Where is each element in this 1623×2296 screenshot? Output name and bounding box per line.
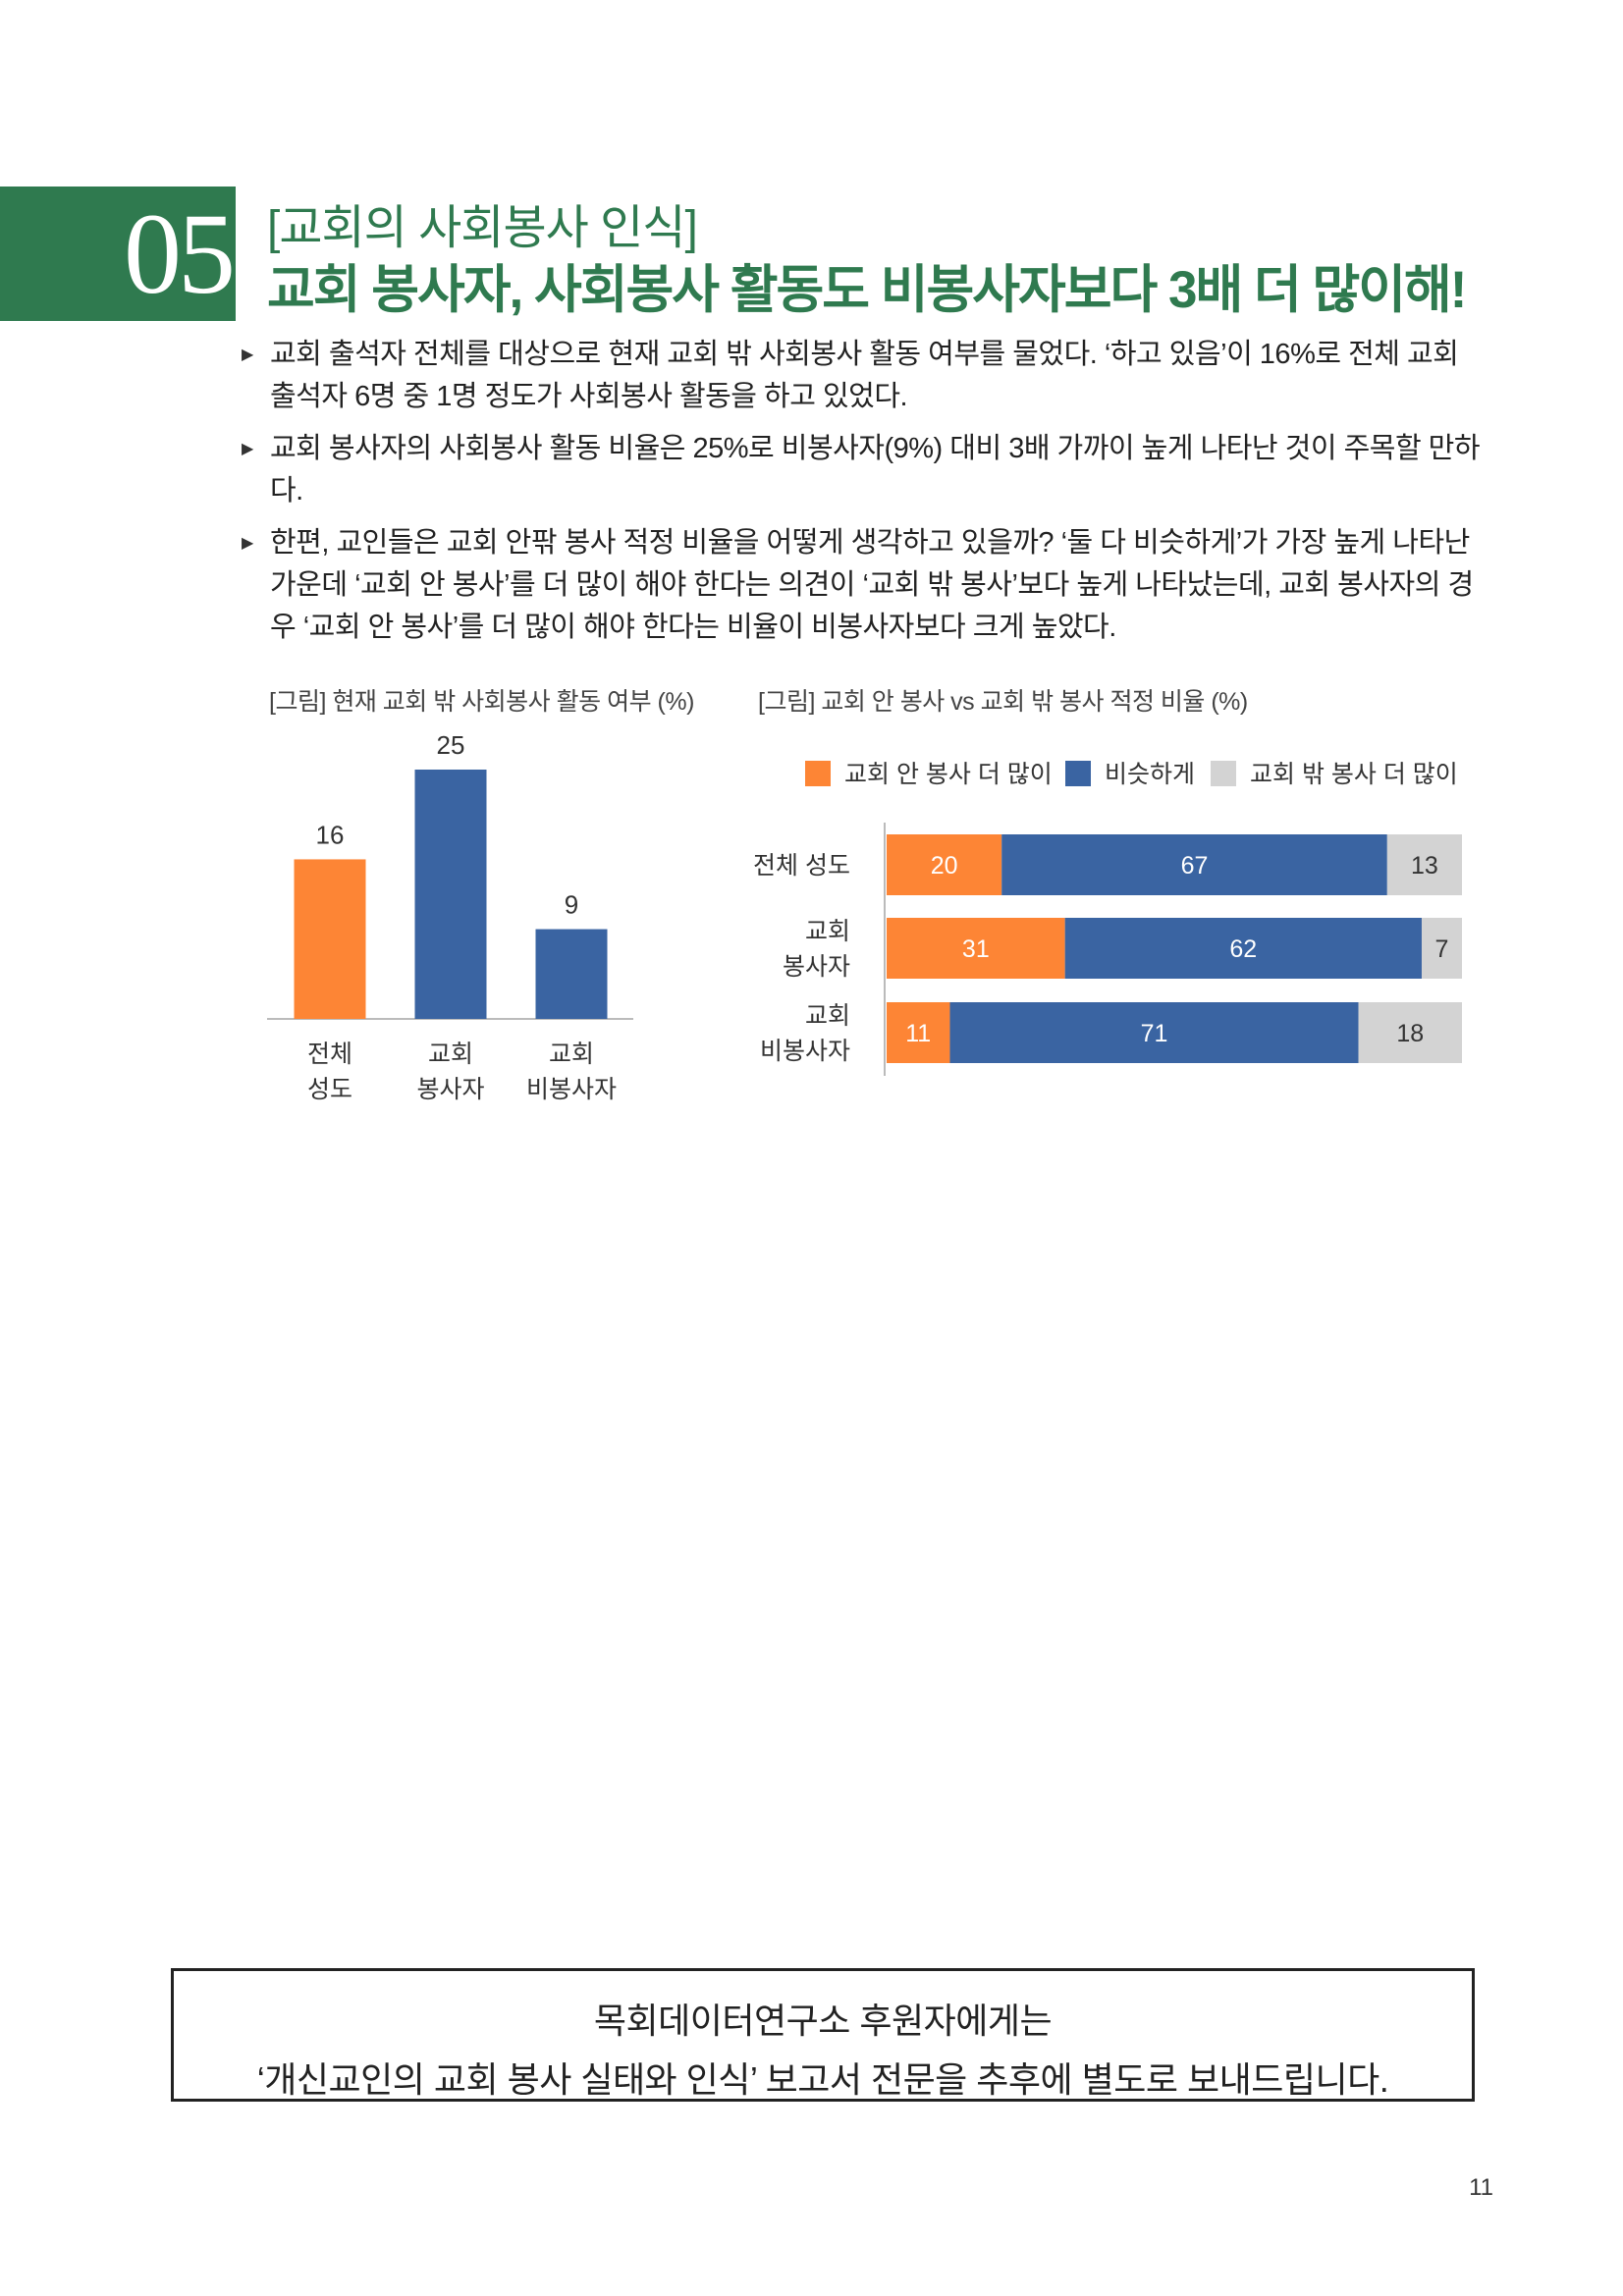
page-number: 11 (1469, 2174, 1493, 2201)
chart2-legend-swatch (1211, 761, 1236, 786)
chart1-bar (535, 929, 608, 1019)
chart1-category-label: 교회 (549, 1041, 594, 1068)
footer-line-1: 목회데이터연구소 후원자에게는 (593, 2001, 1053, 2041)
chart2-legend-swatch (1065, 761, 1091, 786)
bullet-marker-icon: ▶ (242, 347, 253, 363)
chart2-bar-segment (887, 834, 1002, 895)
chart2-bar-segment (887, 1002, 950, 1063)
bullet-marker-icon: ▶ (242, 441, 253, 457)
bullet-marker-icon: ▶ (242, 535, 253, 552)
chart2-bar-segment (887, 918, 1065, 979)
chart2-data-label: 62 (1229, 935, 1257, 963)
footer-notice-box: 목회데이터연구소 후원자에게는 ‘개신교인의 교회 봉사 실태와 인식’ 보고서… (171, 1968, 1475, 2102)
section-number-badge: 05 (0, 187, 236, 321)
bullet-text: 교회 봉사자의 사회봉사 활동 비율은 25%로 비봉사자(9%) 대비 3배 … (270, 433, 1481, 507)
bullet-item: ▶ 교회 출석자 전체를 대상으로 현재 교회 밖 사회봉사 활동 여부를 물었다… (236, 334, 1483, 418)
chart2-legend-label: 교회 밖 봉사 더 많이 (1250, 761, 1458, 788)
chart2-bar-segment (1001, 834, 1387, 895)
chart1-data-label: 9 (565, 890, 578, 920)
chart2-legend-label: 교회 안 봉사 더 많이 (844, 761, 1053, 788)
chart1-bar (294, 859, 366, 1019)
chart2-bar-segment (949, 1002, 1359, 1063)
chart2-bar-segment (1421, 918, 1462, 979)
chart2-data-label: 18 (1396, 1020, 1424, 1047)
chart2-legend-label: 비슷하게 (1105, 761, 1195, 788)
chart2-data-label: 31 (962, 935, 990, 963)
chart2-category-label: 봉사자 (783, 953, 850, 981)
chart2-category-label: 교회 (805, 918, 850, 945)
chart1-data-label: 25 (437, 730, 465, 760)
chart2-title: [그림] 교회 안 봉사 vs 교회 밖 봉사 적정 비율 (%) (758, 688, 1248, 716)
chart2-data-label: 67 (1181, 852, 1209, 880)
chart2-bar-segment (1386, 834, 1462, 895)
chart1-category-label: 비봉사자 (526, 1076, 617, 1103)
chart2-data-label: 20 (931, 852, 958, 880)
chart2-legend-swatch (805, 761, 831, 786)
chart1-category-label: 전체 (307, 1041, 352, 1068)
chart2-data-label: 13 (1411, 852, 1438, 880)
bullet-list: ▶ 교회 출석자 전체를 대상으로 현재 교회 밖 사회봉사 활동 여부를 물었다… (236, 334, 1483, 659)
chart1-data-label: 16 (316, 820, 345, 849)
chart2-bar-segment (1358, 1002, 1462, 1063)
bullet-text: 교회 출석자 전체를 대상으로 현재 교회 밖 사회봉사 활동 여부를 물었다.… (270, 339, 1459, 412)
bullet-text: 한편, 교인들은 교회 안팎 봉사 적정 비율을 어떻게 생각하고 있을까? ‘… (270, 527, 1474, 643)
chart2-category-label: 교회 (805, 1002, 850, 1030)
section-subtitle: [교회의 사회봉사 인식] (267, 202, 698, 254)
chart2-bar-segment (1064, 918, 1422, 979)
bullet-item: ▶ 교회 봉사자의 사회봉사 활동 비율은 25%로 비봉사자(9%) 대비 3배… (236, 428, 1483, 512)
chart1-bar (414, 770, 487, 1019)
chart1-category-label: 봉사자 (416, 1076, 484, 1103)
chart2-data-label: 11 (905, 1020, 931, 1047)
section-headline: 교회 봉사자, 사회봉사 활동도 비봉사자보다 3배 더 많이해! (267, 261, 1467, 319)
footer-line-2: ‘개신교인의 교회 봉사 실태와 인식’ 보고서 전문을 추후에 별도로 보내드… (256, 2059, 1389, 2100)
chart1-title: [그림] 현재 교회 밖 사회봉사 활동 여부 (%) (269, 688, 694, 716)
chart2-data-label: 7 (1435, 935, 1449, 963)
chart2-category-label: 비봉사자 (760, 1038, 850, 1065)
chart1-category-label: 성도 (307, 1076, 352, 1103)
chart1-category-label: 교회 (428, 1041, 473, 1068)
chart2-category-label: 전체 성도 (753, 852, 850, 880)
chart2-data-label: 71 (1141, 1020, 1168, 1047)
bullet-item: ▶ 한편, 교인들은 교회 안팎 봉사 적정 비율을 어떻게 생각하고 있을까? … (236, 522, 1483, 649)
